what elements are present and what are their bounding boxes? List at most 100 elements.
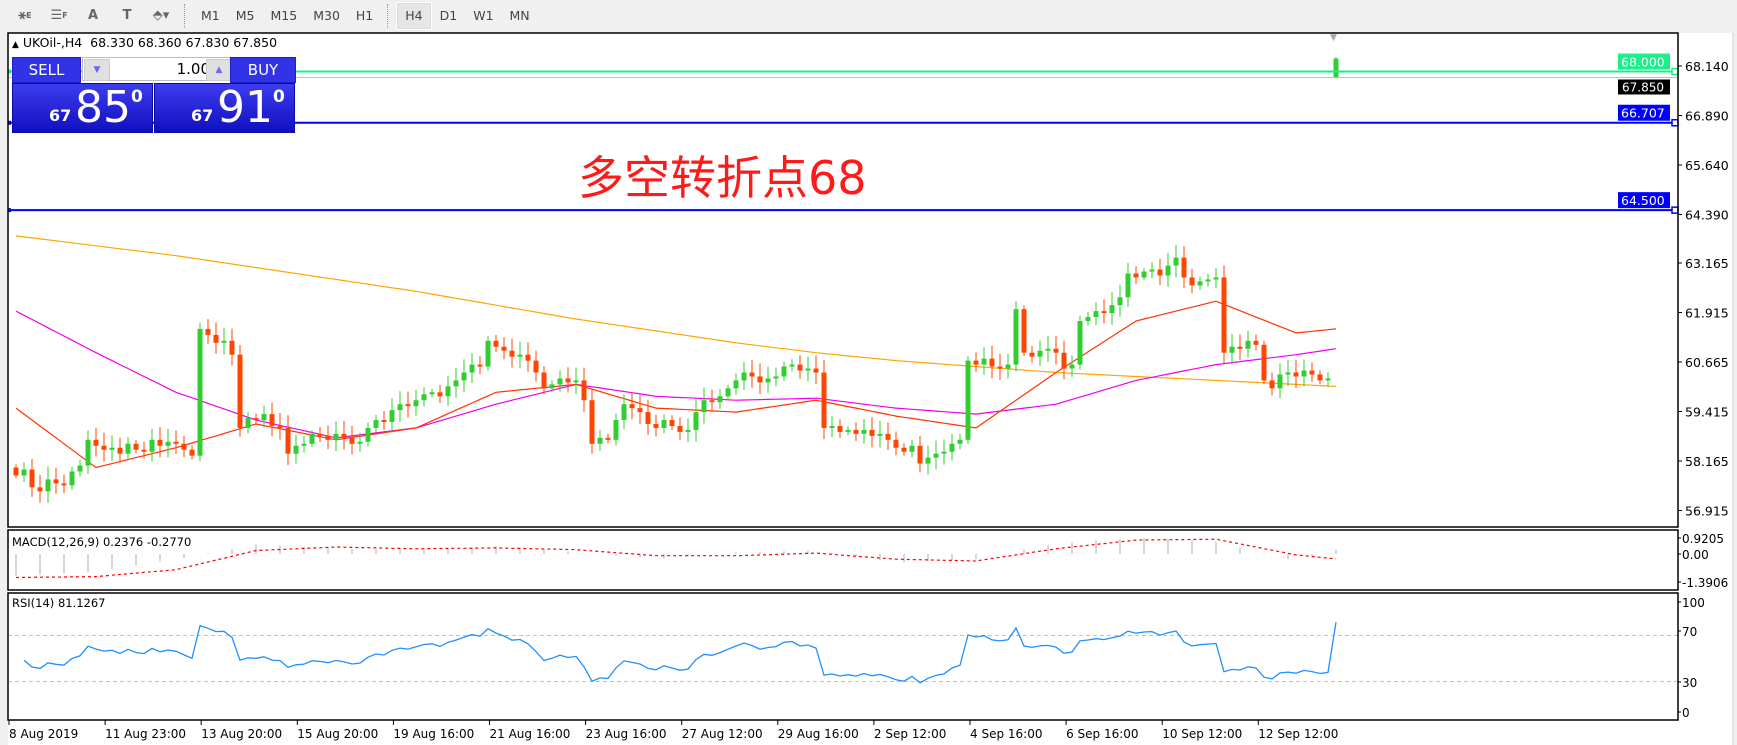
candle-body	[901, 447, 907, 452]
candle-body	[85, 439, 91, 466]
candle	[869, 417, 875, 448]
candle-body	[389, 410, 395, 423]
candle-body	[397, 404, 403, 411]
candle-body	[989, 358, 995, 367]
candle-body	[605, 437, 611, 440]
candle-body	[565, 378, 571, 383]
sell-button[interactable]: SELL	[12, 57, 81, 83]
lot-increase-button[interactable]: ▲	[206, 59, 232, 81]
buy-price-button[interactable]: 67 91 0	[154, 82, 295, 133]
candle-body	[373, 420, 379, 428]
candle-body	[333, 433, 339, 440]
candle	[245, 412, 251, 434]
period-button-w1[interactable]: W1	[473, 8, 494, 23]
candle-body	[533, 360, 539, 373]
candle	[757, 363, 763, 395]
macd-signal-line	[15, 538, 1337, 579]
price-axis-label: 59.415	[1685, 405, 1729, 420]
candle-body	[245, 418, 251, 428]
chart-annotation-text[interactable]: 多空转折点68	[578, 151, 867, 205]
toolbar: ⚹ E ☰ F A T ⬘▾ M1 M5 M15 M30 H1 H4 D1 W1 MN	[0, 0, 1737, 32]
period-button-mn[interactable]: MN	[509, 8, 530, 23]
collapse-triangle-icon[interactable]: ▲	[12, 40, 19, 50]
candle-body	[1245, 340, 1251, 349]
period-button-m5[interactable]: M5	[235, 8, 255, 23]
toolbar-separator	[184, 3, 187, 28]
period-button-m1[interactable]: M1	[201, 8, 220, 23]
candle-body	[189, 449, 195, 456]
candle	[37, 474, 43, 503]
candle	[1045, 336, 1051, 362]
candle-body	[845, 429, 851, 432]
candle-body	[677, 425, 683, 432]
lot-size-input[interactable]	[110, 59, 212, 79]
candle	[149, 428, 155, 462]
candle-body	[1125, 273, 1131, 298]
candle-body	[453, 380, 459, 387]
candle-body	[445, 386, 451, 397]
candle	[45, 466, 51, 503]
buy-button[interactable]: BUY	[230, 57, 296, 83]
candle	[861, 418, 867, 444]
candle-body	[117, 447, 123, 454]
candle	[741, 362, 747, 390]
candle	[1173, 244, 1179, 278]
text-label-tool-button[interactable]: T	[110, 3, 144, 29]
candle	[77, 459, 83, 477]
candle	[117, 437, 123, 463]
candle-body	[1053, 348, 1059, 353]
bid-price-label: 67.850	[1622, 80, 1664, 94]
candle-body	[1013, 309, 1019, 365]
sell-price-button[interactable]: 67 85 0	[12, 82, 153, 133]
candle-body	[597, 437, 603, 444]
macd-axis-label: -1.3906	[1682, 576, 1728, 590]
candle-body	[853, 429, 859, 434]
candle	[213, 322, 219, 354]
period-button-h4[interactable]: H4	[396, 1, 432, 30]
candle	[685, 418, 691, 443]
candle-body	[485, 340, 491, 367]
candle-body	[1165, 265, 1171, 276]
candle-body	[877, 433, 883, 436]
period-button-h1[interactable]: H1	[355, 8, 374, 23]
period-button-m30[interactable]: M30	[313, 8, 340, 23]
candle-body	[893, 439, 899, 448]
chart-header: ▲ UKOil-,H4 68.330 68.360 67.830 67.850	[12, 35, 277, 50]
candle-body	[1269, 380, 1275, 389]
lot-decrease-button[interactable]: ▼	[84, 59, 110, 81]
fibonacci-tool-button[interactable]: ☰ F	[42, 3, 76, 29]
candle	[61, 474, 67, 494]
elliott-tool-button[interactable]: ⚹ E	[8, 3, 42, 29]
period-button-d1[interactable]: D1	[439, 8, 458, 23]
candle-body	[1301, 370, 1307, 377]
candle-body	[1173, 257, 1179, 266]
one-click-trading-panel: SELL ▼ ▲ BUY 67 85 0 67 91 0	[12, 57, 296, 133]
candle	[533, 350, 539, 382]
buy-price-main: 91	[217, 82, 273, 133]
candle	[853, 422, 859, 441]
candle-body	[61, 483, 67, 486]
text-tool-button[interactable]: A	[76, 3, 110, 29]
candle-body	[629, 404, 635, 409]
candle	[1029, 345, 1035, 363]
candle	[181, 435, 187, 458]
candle-body	[1005, 364, 1011, 369]
candle	[413, 389, 419, 416]
rsi-line	[23, 621, 1337, 684]
candle-body	[325, 435, 331, 440]
candle	[677, 417, 683, 440]
candle	[1117, 284, 1123, 317]
candle	[469, 353, 475, 383]
candle	[1085, 312, 1091, 326]
buy-price-fraction: 0	[273, 87, 285, 107]
candle-body	[405, 404, 411, 407]
price-axis-label: 58.165	[1685, 454, 1729, 469]
arrows-tool-button[interactable]: ⬘▾	[144, 3, 178, 29]
candle-body	[1197, 281, 1203, 286]
candle	[1021, 305, 1027, 357]
candle	[141, 441, 147, 459]
candle	[1053, 335, 1059, 365]
chart-window[interactable]: 67.850 68.000 66.707 64.500 ▼ MACD(12,26,9) …	[0, 31, 1737, 745]
candle-body	[1117, 297, 1123, 306]
period-button-m15[interactable]: M15	[270, 8, 298, 23]
